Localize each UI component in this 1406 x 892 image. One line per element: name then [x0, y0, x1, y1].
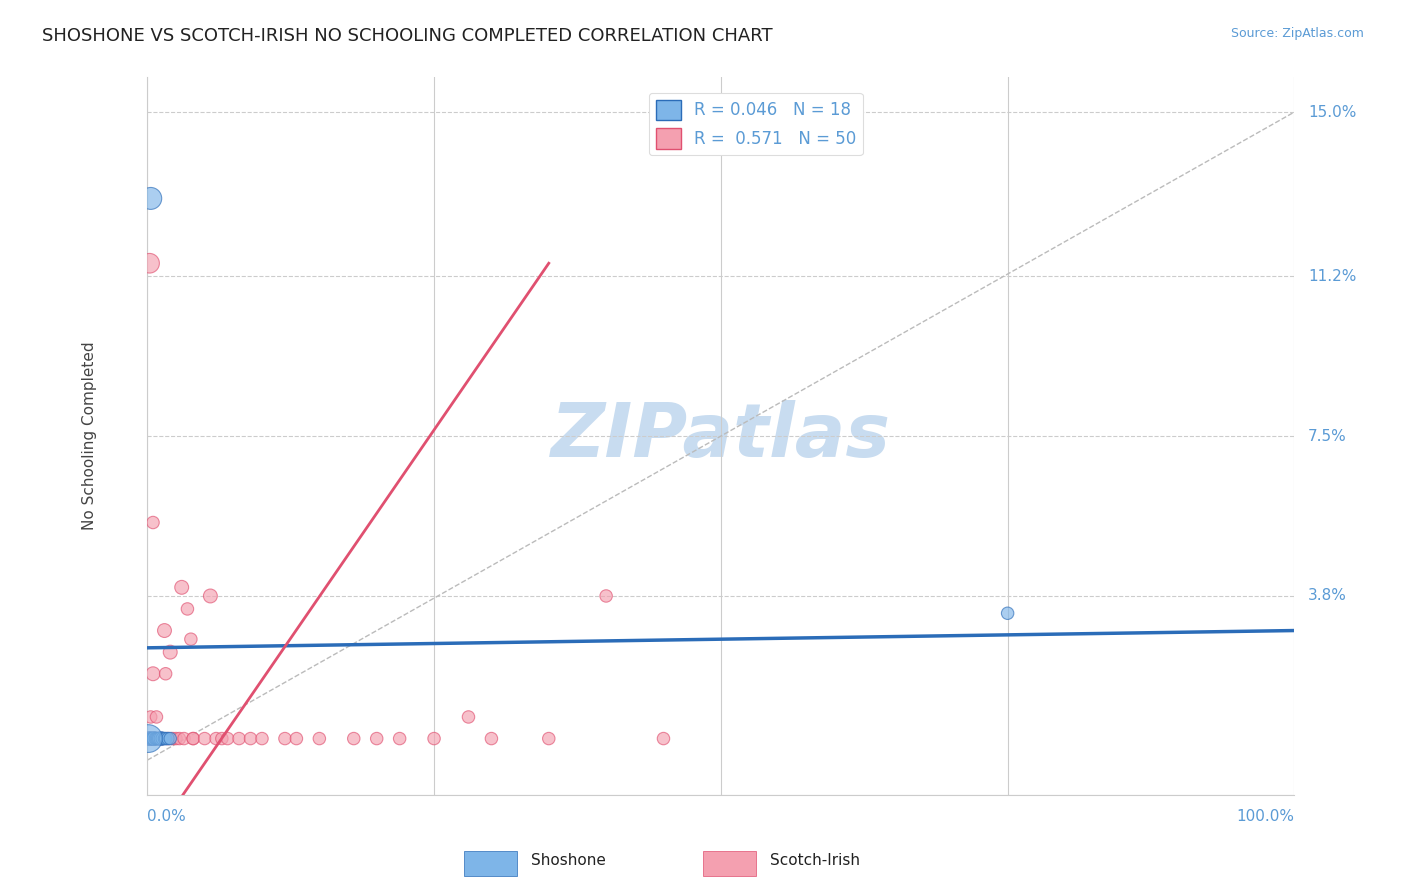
- Point: [142, 731, 165, 746]
- Point: [481, 731, 503, 746]
- Text: 11.2%: 11.2%: [1308, 268, 1357, 284]
- Point: [143, 731, 166, 746]
- Point: [239, 731, 262, 746]
- Point: [159, 645, 181, 659]
- Point: [139, 710, 162, 724]
- Point: [145, 710, 167, 724]
- Point: [652, 731, 675, 746]
- Point: [170, 580, 193, 594]
- Point: [217, 731, 239, 746]
- Point: [143, 731, 166, 746]
- Point: [228, 731, 250, 746]
- Text: ZIPatlas: ZIPatlas: [551, 400, 891, 473]
- Legend: R = 0.046   N = 18, R =  0.571   N = 50: R = 0.046 N = 18, R = 0.571 N = 50: [650, 93, 863, 155]
- Point: [148, 731, 170, 746]
- Point: [142, 731, 165, 746]
- Point: [181, 731, 204, 746]
- Point: [138, 731, 160, 746]
- Point: [156, 731, 179, 746]
- Point: [142, 516, 165, 530]
- Point: [194, 731, 217, 746]
- Point: [143, 731, 166, 746]
- Point: [139, 731, 162, 746]
- Text: 7.5%: 7.5%: [1308, 428, 1347, 443]
- Point: [145, 731, 167, 746]
- Point: [250, 731, 273, 746]
- Text: Scotch-Irish: Scotch-Irish: [770, 854, 860, 868]
- Point: [366, 731, 388, 746]
- Point: [274, 731, 297, 746]
- Point: [162, 731, 184, 746]
- Point: [155, 666, 177, 681]
- Text: 3.8%: 3.8%: [1308, 589, 1347, 604]
- Point: [138, 731, 160, 746]
- Point: [150, 731, 173, 746]
- Point: [150, 731, 173, 746]
- Point: [141, 731, 163, 746]
- Point: [141, 731, 163, 746]
- Point: [200, 589, 222, 603]
- Text: SHOSHONE VS SCOTCH-IRISH NO SCHOOLING COMPLETED CORRELATION CHART: SHOSHONE VS SCOTCH-IRISH NO SCHOOLING CO…: [42, 27, 773, 45]
- Point: [138, 731, 160, 746]
- Text: Shoshone: Shoshone: [531, 854, 606, 868]
- Point: [148, 731, 170, 746]
- Point: [211, 731, 233, 746]
- Point: [173, 731, 195, 746]
- Point: [146, 731, 169, 746]
- Point: [150, 731, 173, 746]
- Point: [169, 731, 191, 746]
- Text: Source: ZipAtlas.com: Source: ZipAtlas.com: [1230, 27, 1364, 40]
- Point: [457, 710, 479, 724]
- Point: [142, 666, 165, 681]
- Point: [180, 632, 202, 647]
- Point: [150, 731, 173, 746]
- Point: [205, 731, 228, 746]
- Text: No Schooling Completed: No Schooling Completed: [83, 342, 97, 531]
- Point: [156, 731, 179, 746]
- Point: [388, 731, 411, 746]
- Text: 100.0%: 100.0%: [1236, 809, 1295, 824]
- Point: [997, 607, 1019, 621]
- Point: [159, 731, 181, 746]
- Point: [308, 731, 330, 746]
- Point: [138, 256, 160, 270]
- Text: 0.0%: 0.0%: [148, 809, 186, 824]
- Text: 15.0%: 15.0%: [1308, 104, 1357, 120]
- Point: [138, 731, 160, 746]
- Point: [146, 731, 169, 746]
- Point: [165, 731, 187, 746]
- Point: [155, 731, 177, 746]
- Point: [285, 731, 308, 746]
- Point: [139, 731, 162, 746]
- Point: [138, 731, 160, 746]
- Point: [595, 589, 617, 603]
- Point: [423, 731, 446, 746]
- Point: [537, 731, 560, 746]
- Point: [181, 731, 204, 746]
- Point: [176, 602, 198, 616]
- Point: [153, 624, 176, 638]
- Point: [139, 191, 162, 205]
- Point: [143, 731, 166, 746]
- Point: [153, 731, 176, 746]
- Point: [343, 731, 366, 746]
